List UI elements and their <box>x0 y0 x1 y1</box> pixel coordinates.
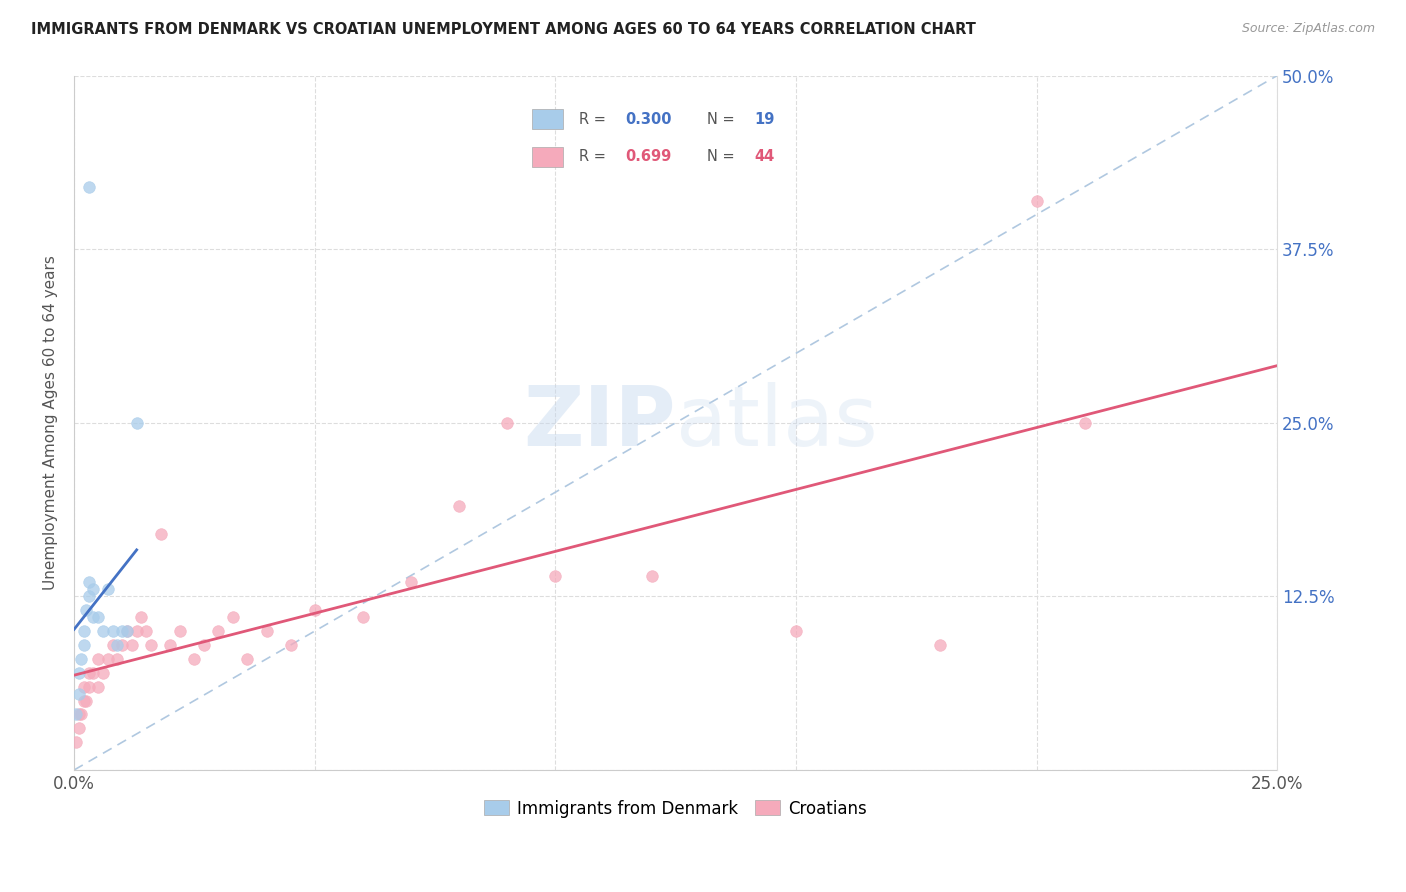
Text: ZIP: ZIP <box>523 383 676 463</box>
Legend: Immigrants from Denmark, Croatians: Immigrants from Denmark, Croatians <box>478 793 875 824</box>
Point <box>1074 416 1097 430</box>
Point <box>135 624 157 639</box>
Point <box>97 582 120 597</box>
Point <box>87 652 110 666</box>
Point <box>785 624 807 639</box>
Point <box>101 624 124 639</box>
Point <box>280 638 302 652</box>
Point <box>67 707 90 722</box>
Point <box>77 179 100 194</box>
Point <box>111 638 134 652</box>
Point <box>101 638 124 652</box>
Point <box>131 610 153 624</box>
Point <box>73 638 96 652</box>
Point <box>352 610 374 624</box>
Point <box>87 680 110 694</box>
Point <box>91 624 114 639</box>
Point <box>125 624 148 639</box>
Point <box>67 687 90 701</box>
Point <box>65 735 87 749</box>
Point <box>125 416 148 430</box>
Point <box>91 665 114 680</box>
Point <box>115 624 138 639</box>
Point <box>70 707 93 722</box>
Point <box>929 638 952 652</box>
Point <box>87 610 110 624</box>
Point <box>149 527 172 541</box>
Point <box>256 624 278 639</box>
Point <box>75 603 97 617</box>
Point <box>97 652 120 666</box>
Text: atlas: atlas <box>676 383 877 463</box>
Point <box>544 568 567 582</box>
Point <box>75 693 97 707</box>
Point <box>73 624 96 639</box>
Text: IMMIGRANTS FROM DENMARK VS CROATIAN UNEMPLOYMENT AMONG AGES 60 TO 64 YEARS CORRE: IMMIGRANTS FROM DENMARK VS CROATIAN UNEM… <box>31 22 976 37</box>
Point <box>193 638 215 652</box>
Point <box>73 693 96 707</box>
Point <box>82 665 104 680</box>
Point <box>1025 194 1047 208</box>
Point <box>139 638 162 652</box>
Point <box>67 665 90 680</box>
Point <box>236 652 259 666</box>
Point <box>77 665 100 680</box>
Y-axis label: Unemployment Among Ages 60 to 64 years: Unemployment Among Ages 60 to 64 years <box>44 255 58 591</box>
Point <box>82 582 104 597</box>
Point <box>169 624 191 639</box>
Point <box>111 624 134 639</box>
Point <box>304 603 326 617</box>
Point <box>115 624 138 639</box>
Point <box>107 652 129 666</box>
Point <box>121 638 143 652</box>
Point <box>82 610 104 624</box>
Point <box>399 575 422 590</box>
Point <box>207 624 229 639</box>
Text: Source: ZipAtlas.com: Source: ZipAtlas.com <box>1241 22 1375 36</box>
Point <box>65 707 87 722</box>
Point <box>159 638 181 652</box>
Point <box>183 652 205 666</box>
Point <box>449 499 471 513</box>
Point <box>67 722 90 736</box>
Point <box>496 416 519 430</box>
Point <box>77 575 100 590</box>
Point <box>73 680 96 694</box>
Point <box>77 680 100 694</box>
Point <box>77 590 100 604</box>
Point <box>70 652 93 666</box>
Point <box>107 638 129 652</box>
Point <box>640 568 662 582</box>
Point <box>222 610 245 624</box>
